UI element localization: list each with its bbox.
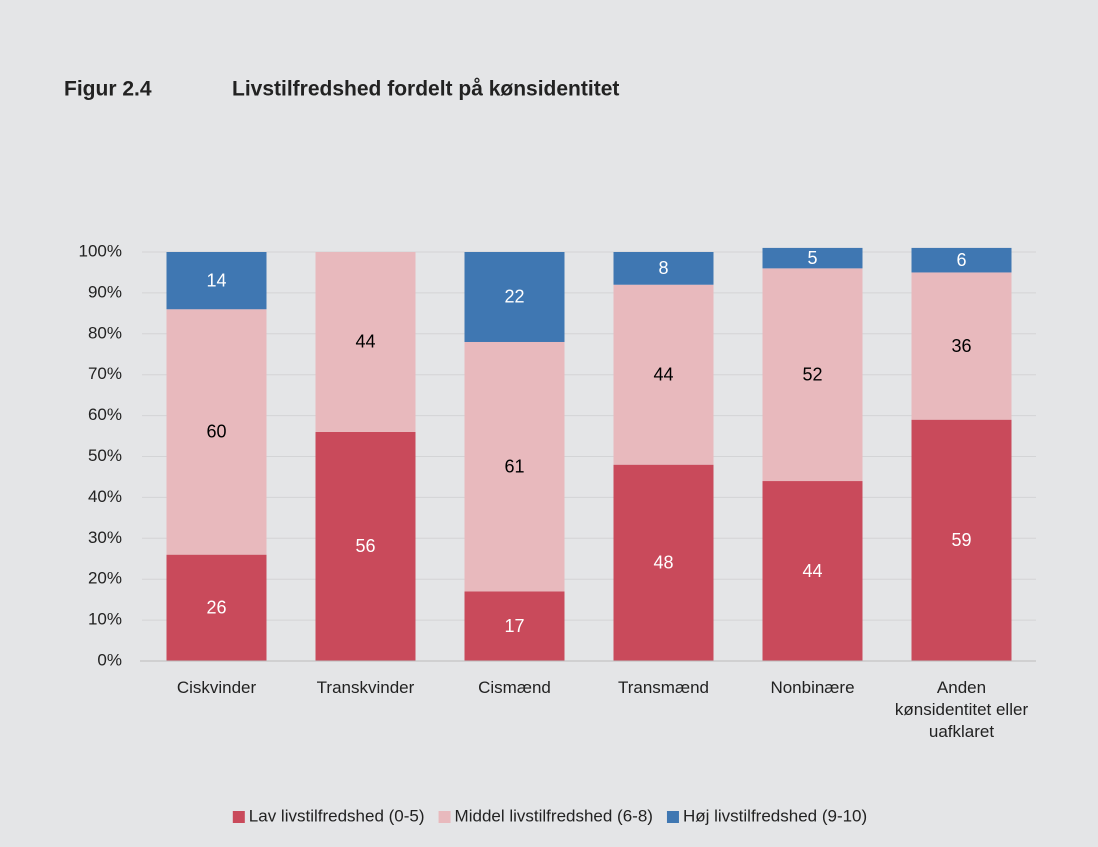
x-tick-label: Transkvinder [316, 678, 415, 697]
y-tick-label: 90% [88, 282, 122, 301]
bar-segment [762, 268, 863, 482]
bar-segment [315, 431, 416, 661]
bar-segment [166, 554, 267, 661]
y-tick-label: 100% [79, 241, 122, 260]
y-tick-label: 60% [88, 405, 122, 424]
chart-subtitle: Livstilfredshed fordelt på kønsidentitet [232, 78, 619, 101]
y-tick-label: 50% [88, 446, 122, 465]
data-label: 14 [206, 270, 226, 290]
bar-segment [464, 591, 565, 661]
x-tick-label: Nonbinære [770, 678, 855, 697]
data-label: 44 [355, 332, 375, 352]
y-tick-label: 20% [88, 569, 122, 588]
data-label: 6 [956, 250, 966, 270]
legend-swatch [666, 811, 679, 823]
legend-swatch [438, 811, 451, 823]
legend-label: Lav livstilfredshed (0-5) [249, 806, 425, 825]
bar-segment [464, 341, 565, 592]
y-tick-label: 0% [97, 650, 122, 669]
y-tick-label: 80% [88, 323, 122, 342]
bar-segment [613, 252, 714, 285]
y-tick-label: 10% [88, 610, 122, 629]
data-label: 44 [802, 561, 822, 581]
chart-title: Figur 2.4 [64, 78, 152, 101]
x-tick-label: Ciskvinder [176, 678, 257, 697]
bar-segment [911, 247, 1012, 273]
legend-label: Høj livstilfredshed (9-10) [683, 806, 867, 825]
data-label: 5 [807, 248, 817, 268]
y-tick-label: 40% [88, 487, 122, 506]
data-label: 56 [355, 536, 375, 556]
bar-segment [464, 252, 565, 342]
bar-segment [911, 272, 1012, 420]
bar-segment [613, 284, 714, 465]
data-label: 61 [504, 456, 524, 476]
bar-segment [166, 309, 267, 555]
bar-segment [762, 481, 863, 661]
data-label: 60 [206, 422, 226, 442]
data-label: 22 [504, 287, 524, 307]
data-label: 59 [951, 530, 971, 550]
data-label: 8 [658, 258, 668, 278]
x-tick-label: Cismænd [478, 678, 551, 697]
bar-segment [166, 252, 267, 310]
data-label: 36 [951, 336, 971, 356]
legend-swatch [232, 811, 245, 823]
data-label: 17 [504, 616, 524, 636]
data-label: 26 [206, 598, 226, 618]
x-tick-label: Transmænd [617, 678, 709, 697]
x-tick-label: Anden kønsidentitet eller uafklaret [894, 678, 1029, 741]
y-tick-label: 30% [88, 528, 122, 547]
data-label: 52 [802, 364, 822, 384]
data-label: 48 [653, 553, 673, 573]
bar-segment [911, 419, 1012, 661]
y-tick-label: 70% [88, 364, 122, 383]
bar-segment [762, 247, 863, 269]
bar-segment [315, 252, 416, 432]
bar-segment [613, 464, 714, 661]
legend-label: Middel livstilfredshed (6-8) [455, 806, 653, 825]
data-label: 44 [653, 364, 673, 384]
